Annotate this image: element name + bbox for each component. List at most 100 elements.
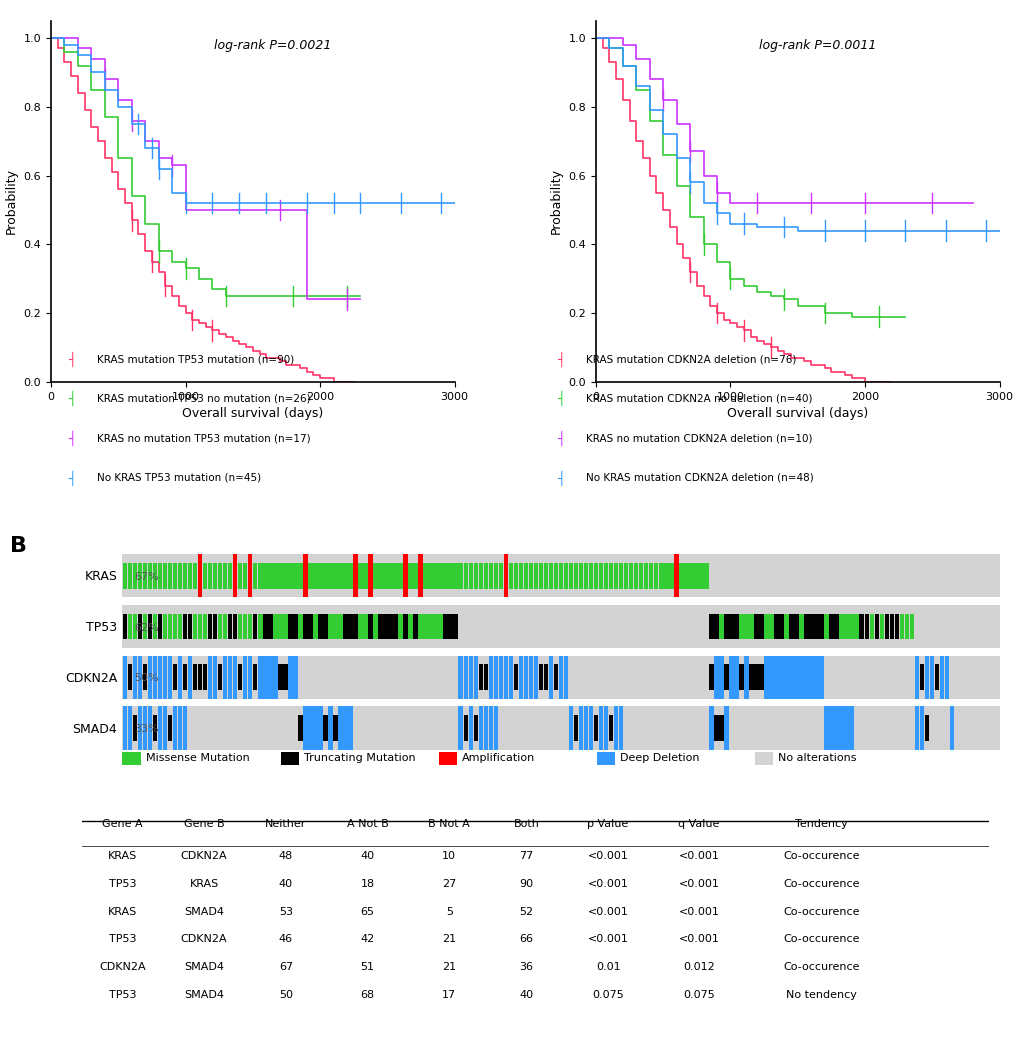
Bar [373, 613, 377, 639]
Text: <0.001: <0.001 [587, 852, 628, 861]
Bar [468, 707, 473, 750]
Bar [253, 563, 257, 588]
Bar [232, 656, 237, 699]
Bar [383, 563, 387, 588]
Bar [308, 613, 312, 639]
Bar [818, 613, 823, 639]
Bar [784, 613, 788, 639]
Bar [433, 613, 437, 639]
Text: ┤: ┤ [556, 391, 565, 406]
Bar [503, 656, 507, 699]
Bar [223, 656, 227, 699]
X-axis label: Overall survival (days): Overall survival (days) [182, 407, 323, 421]
Bar [418, 554, 423, 598]
Bar [303, 707, 308, 750]
Bar [393, 613, 397, 639]
Bar [378, 563, 382, 588]
Bar [593, 715, 598, 741]
Bar [403, 613, 408, 639]
Bar [148, 563, 152, 588]
Bar [213, 656, 217, 699]
Bar [453, 563, 458, 588]
Bar [734, 613, 738, 639]
Text: 46: 46 [278, 935, 292, 944]
Text: 33%: 33% [135, 725, 159, 734]
Text: Co-occurence: Co-occurence [783, 962, 859, 972]
Bar [459, 656, 463, 699]
Bar [813, 613, 818, 639]
Text: No KRAS TP53 mutation (n=45): No KRAS TP53 mutation (n=45) [97, 473, 261, 483]
Bar [263, 656, 267, 699]
Bar [278, 563, 282, 588]
Text: 21: 21 [442, 962, 455, 972]
Bar [508, 563, 513, 588]
Text: <0.001: <0.001 [678, 907, 718, 917]
Bar [708, 707, 713, 750]
Bar [398, 563, 403, 588]
Bar [698, 563, 703, 588]
Bar [268, 613, 272, 639]
Text: 27: 27 [441, 879, 455, 889]
Bar [243, 563, 248, 588]
Bar [734, 656, 738, 699]
Bar [533, 656, 538, 699]
Bar [679, 563, 683, 588]
Bar [674, 554, 678, 598]
Bar [253, 613, 257, 639]
Bar [193, 563, 197, 588]
Bar [167, 715, 172, 741]
Bar [328, 563, 332, 588]
Bar [273, 613, 277, 639]
Bar [864, 613, 868, 639]
Bar [338, 707, 342, 750]
Bar [223, 563, 227, 588]
Bar [739, 613, 743, 639]
Text: Truncating Mutation: Truncating Mutation [304, 754, 415, 763]
Bar [227, 613, 232, 639]
Bar [493, 656, 497, 699]
Text: 51: 51 [360, 962, 374, 972]
Bar [283, 664, 287, 690]
Bar [347, 707, 353, 750]
Bar [909, 613, 913, 639]
Bar [768, 613, 773, 639]
Bar [448, 613, 452, 639]
Bar [729, 613, 733, 639]
Bar [478, 707, 483, 750]
Text: <0.001: <0.001 [678, 852, 718, 861]
Bar [583, 563, 588, 588]
Bar [443, 613, 447, 639]
Bar [393, 563, 397, 588]
Bar [794, 613, 798, 639]
Bar [823, 613, 828, 639]
Bar [949, 707, 954, 750]
Bar [153, 563, 157, 588]
Bar [889, 613, 894, 639]
Text: p Value: p Value [587, 819, 628, 829]
Bar [237, 563, 243, 588]
Bar [143, 664, 147, 690]
Text: 62%: 62% [135, 623, 159, 633]
Bar [749, 613, 753, 639]
Bar [463, 715, 468, 741]
Text: SMAD4: SMAD4 [184, 990, 224, 999]
Text: ┤: ┤ [556, 471, 565, 485]
Text: <0.001: <0.001 [587, 879, 628, 889]
Bar [483, 563, 487, 588]
Bar [703, 563, 708, 588]
Bar [303, 554, 308, 598]
Bar [844, 707, 848, 750]
Bar [753, 664, 758, 690]
Bar [899, 613, 903, 639]
Bar [849, 707, 853, 750]
Bar [894, 613, 898, 639]
Bar [693, 563, 698, 588]
Bar [158, 563, 162, 588]
Text: TP53: TP53 [109, 935, 137, 944]
Bar [163, 613, 167, 639]
Bar [172, 613, 177, 639]
Text: Gene B: Gene B [183, 819, 224, 829]
Bar [613, 563, 618, 588]
Bar [619, 563, 623, 588]
Bar [413, 563, 418, 588]
